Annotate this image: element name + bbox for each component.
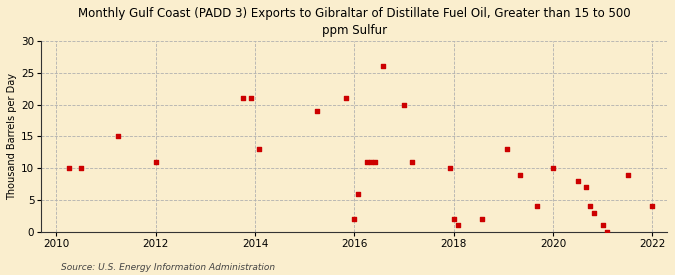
Point (312, 109, 323, 113)
Point (589, 211, 599, 215)
Point (365, 160, 376, 164)
Point (246, 96, 256, 100)
Point (340, 96, 351, 100)
Point (531, 204, 542, 209)
Point (150, 160, 161, 164)
Point (547, 166, 558, 170)
Point (237, 96, 248, 100)
Point (448, 217, 459, 221)
Y-axis label: Thousand Barrels per Day: Thousand Barrels per Day (7, 73, 17, 200)
Title: Monthly Gulf Coast (PADD 3) Exports to Gibraltar of Distillate Fuel Oil, Greater: Monthly Gulf Coast (PADD 3) Exports to G… (78, 7, 630, 37)
Point (113, 134, 124, 139)
Point (444, 166, 455, 170)
Point (622, 172, 633, 177)
Text: Source: U.S. Energy Information Administration: Source: U.S. Energy Information Administ… (61, 263, 275, 272)
Point (452, 223, 463, 228)
Point (502, 147, 513, 151)
Point (647, 204, 658, 209)
Point (514, 172, 525, 177)
Point (76, 166, 86, 170)
Point (370, 160, 381, 164)
Point (378, 64, 389, 68)
Point (349, 217, 360, 221)
Point (477, 217, 488, 221)
Point (353, 191, 364, 196)
Point (601, 230, 612, 234)
Point (572, 179, 583, 183)
Point (361, 160, 372, 164)
Point (254, 147, 265, 151)
Point (399, 102, 410, 107)
Point (63, 166, 74, 170)
Point (585, 204, 596, 209)
Point (581, 185, 592, 189)
Point (597, 223, 608, 228)
Point (407, 160, 418, 164)
